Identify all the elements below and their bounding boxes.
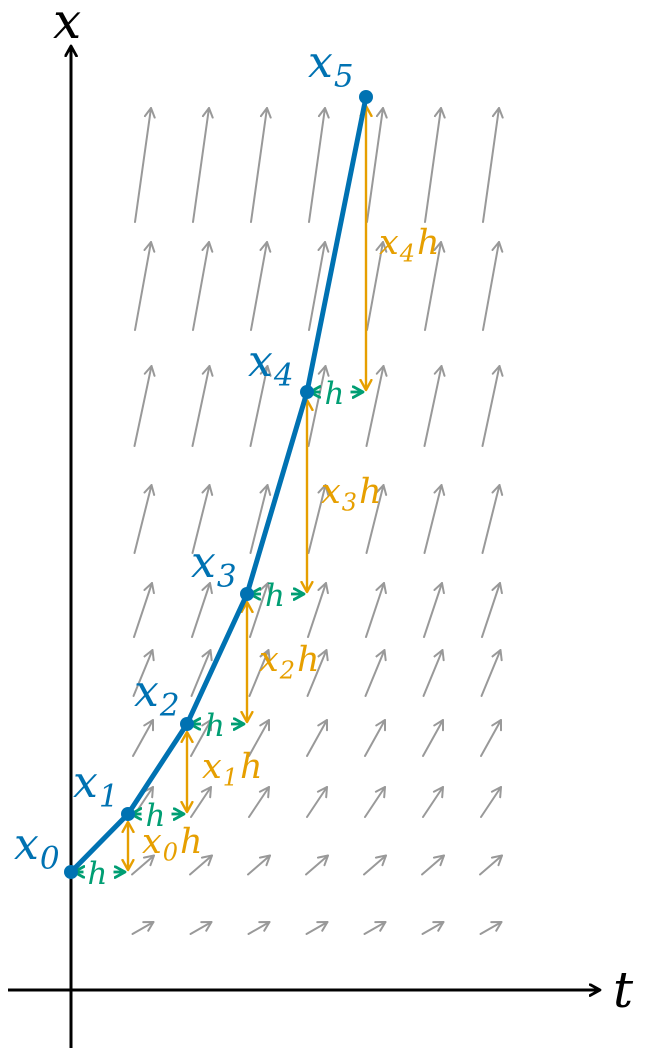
point-label: x4 xyxy=(248,336,294,394)
direction-field-arrow xyxy=(131,921,155,935)
direction-field-arrow xyxy=(131,854,155,876)
direction-field-arrow xyxy=(423,484,446,554)
direction-field-arrow xyxy=(424,107,446,223)
x-axis-label: x xyxy=(53,0,81,50)
direction-field-arrow xyxy=(421,854,445,876)
direction-field-arrow xyxy=(421,921,445,935)
direction-field-arrow xyxy=(480,719,502,757)
direction-field-arrow xyxy=(363,854,387,876)
direction-field-arrow xyxy=(364,649,387,697)
direction-field-arrow xyxy=(422,719,444,757)
increment-label: x1h xyxy=(202,747,263,792)
direction-field-arrow xyxy=(250,107,272,223)
direction-field-arrow xyxy=(308,241,330,331)
direction-field-arrow xyxy=(134,107,156,223)
direction-field-arrow xyxy=(365,484,388,554)
solution-point xyxy=(359,90,373,104)
direction-field-arrow xyxy=(482,107,504,223)
direction-field-arrow xyxy=(249,365,272,447)
direction-field-arrow xyxy=(133,365,156,447)
point-label: x2 xyxy=(134,666,180,724)
direction-field-arrow xyxy=(190,719,212,757)
step-label: h xyxy=(205,708,225,744)
direction-field-arrow xyxy=(192,107,214,223)
direction-field-arrow xyxy=(305,921,329,935)
direction-field-arrow xyxy=(190,649,213,697)
solution-point xyxy=(300,385,314,399)
direction-field-arrow xyxy=(305,854,329,876)
step-label: h xyxy=(325,376,345,412)
direction-field-arrow xyxy=(133,484,156,554)
axes: xt xyxy=(8,0,634,1048)
solution-point xyxy=(64,865,78,879)
step-label: h xyxy=(265,578,285,614)
direction-field-arrow xyxy=(365,365,388,447)
direction-field-arrow xyxy=(481,484,504,554)
direction-field-arrow xyxy=(132,719,154,757)
direction-field-arrow xyxy=(134,241,156,331)
solution-point xyxy=(180,717,194,731)
direction-field-arrow xyxy=(307,582,329,638)
direction-field-arrow xyxy=(480,649,503,697)
direction-field-arrow xyxy=(424,241,446,331)
solution-point xyxy=(121,807,135,821)
direction-field-arrow xyxy=(248,719,270,757)
direction-field-arrow xyxy=(479,854,503,876)
direction-field-arrow xyxy=(366,107,388,223)
direction-field-arrow xyxy=(423,365,446,447)
direction-field-arrow xyxy=(481,582,503,638)
direction-field-arrow xyxy=(306,786,328,818)
direction-field-arrow xyxy=(422,649,445,697)
direction-field-arrow xyxy=(247,854,271,876)
t-axis-label: t xyxy=(613,961,634,1019)
direction-field-arrow xyxy=(480,786,502,818)
direction-field-arrow xyxy=(481,365,504,447)
direction-field-arrow xyxy=(190,786,212,818)
direction-field-arrow xyxy=(364,719,386,757)
solution-polyline xyxy=(68,94,369,875)
direction-field-arrow xyxy=(365,582,387,638)
direction-field-arrow xyxy=(363,921,387,935)
direction-field-arrow xyxy=(189,921,213,935)
direction-field-arrow xyxy=(250,241,272,331)
increment-label: x2h xyxy=(259,640,320,685)
direction-field-arrow xyxy=(364,786,386,818)
direction-field-arrow xyxy=(422,786,444,818)
direction-field-arrow xyxy=(191,484,214,554)
direction-field-arrow xyxy=(132,649,155,697)
point-label: x3 xyxy=(191,537,237,595)
direction-field-arrow xyxy=(306,649,329,697)
direction-field-arrow xyxy=(133,582,155,638)
direction-field-arrow xyxy=(306,719,328,757)
point-label: x1 xyxy=(73,757,119,815)
increment-label: x4h xyxy=(379,223,440,268)
direction-field-arrow xyxy=(423,582,445,638)
direction-field-arrow xyxy=(308,107,330,223)
direction-field-arrow xyxy=(248,786,270,818)
direction-field-arrow xyxy=(247,921,271,935)
point-label: x0 xyxy=(14,819,60,877)
direction-field-arrow xyxy=(192,241,214,331)
increment-label: x0h xyxy=(142,822,203,867)
solution-point xyxy=(240,587,254,601)
direction-field-arrow xyxy=(189,854,213,876)
direction-field-arrow xyxy=(191,582,213,638)
increment-label: x3h xyxy=(321,472,382,517)
point-label: x5 xyxy=(308,37,354,95)
direction-field-arrow xyxy=(191,365,214,447)
direction-field-arrow xyxy=(482,241,504,331)
step-label: h xyxy=(146,798,166,834)
direction-field-arrow xyxy=(479,921,503,935)
direction-field-arrow xyxy=(249,484,272,554)
step-label: h xyxy=(88,856,108,892)
